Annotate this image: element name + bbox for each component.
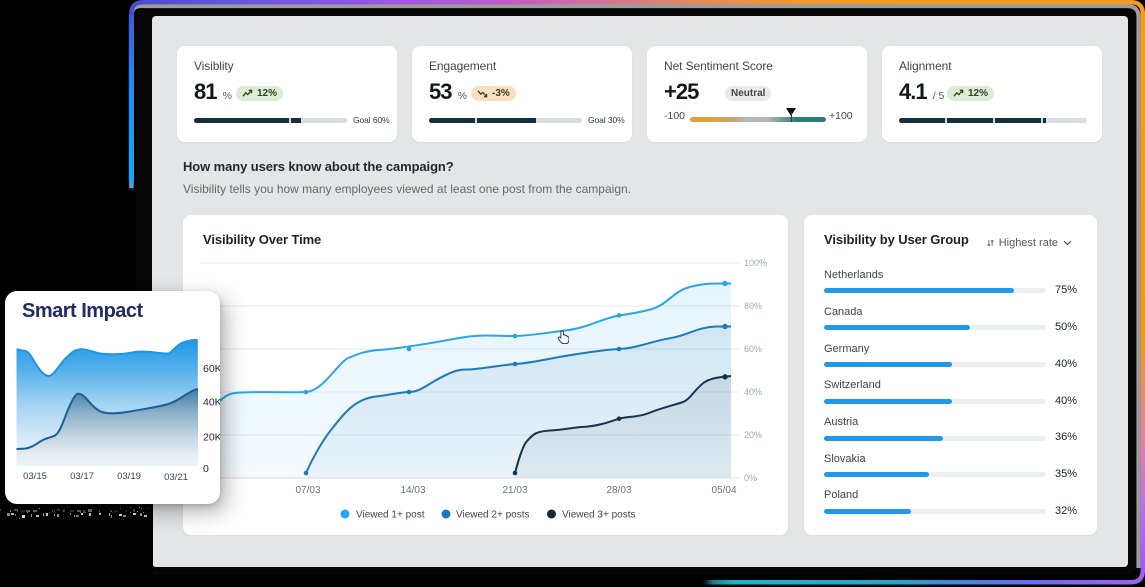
svg-text:80%: 80%	[744, 301, 762, 311]
svg-text:40%: 40%	[744, 387, 762, 397]
svg-text:100%: 100%	[744, 258, 767, 268]
svg-text:0%: 0%	[744, 473, 757, 483]
svg-text:03/15: 03/15	[23, 471, 47, 482]
svg-text:20%: 20%	[744, 430, 762, 440]
svg-text:28/03: 28/03	[606, 485, 631, 496]
svg-text:0: 0	[203, 463, 209, 475]
svg-text:20K: 20K	[203, 432, 220, 444]
svg-text:60K: 60K	[203, 363, 220, 375]
svg-text:03/19: 03/19	[117, 471, 141, 482]
svg-text:Viewed 2+ posts: Viewed 2+ posts	[456, 510, 529, 521]
svg-text:40K: 40K	[203, 397, 220, 409]
svg-text:14/03: 14/03	[400, 485, 425, 496]
svg-text:60%: 60%	[744, 344, 762, 354]
svg-text:Viewed 3+ posts: Viewed 3+ posts	[562, 510, 635, 521]
svg-text:Viewed 1+ post: Viewed 1+ post	[356, 510, 425, 521]
svg-text:21/03: 21/03	[502, 485, 527, 496]
svg-text:03/21: 03/21	[164, 472, 188, 483]
svg-text:03/17: 03/17	[70, 471, 94, 482]
svg-text:07/03: 07/03	[295, 485, 320, 496]
svg-text:05/04: 05/04	[711, 485, 736, 496]
